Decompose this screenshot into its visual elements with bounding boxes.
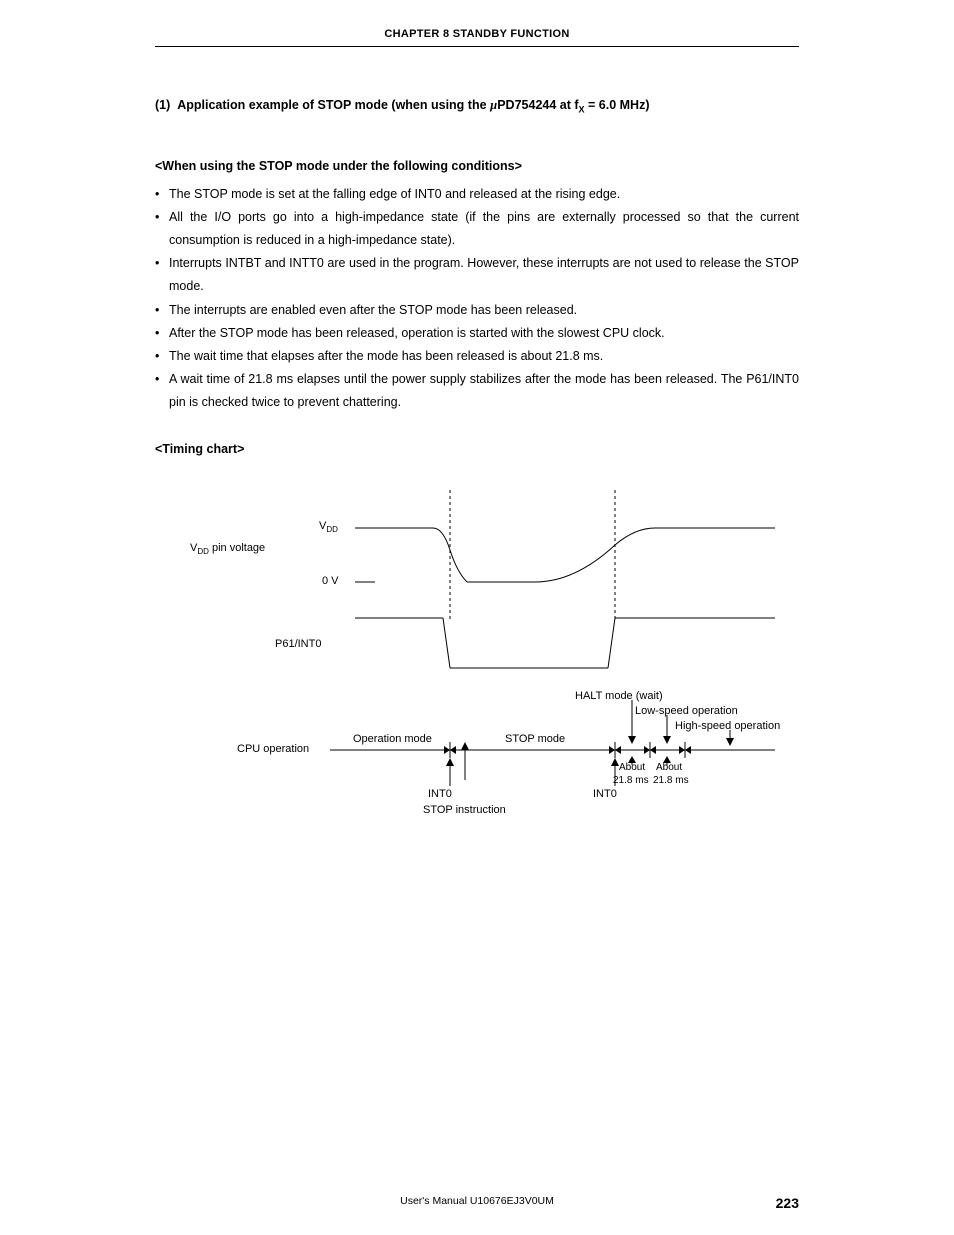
bullet-item: After the STOP mode has been released, o… (155, 322, 799, 345)
stop-mode-label: STOP mode (505, 733, 565, 745)
cpu-op-label: CPU operation (237, 743, 309, 755)
bullet-list: The STOP mode is set at the falling edge… (155, 183, 799, 414)
bullet-item: Interrupts INTBT and INTT0 are used in t… (155, 252, 799, 298)
section-title: (1) Application example of STOP mode (wh… (155, 95, 799, 117)
bullet-item: The interrupts are enabled even after th… (155, 299, 799, 322)
ms-b-label: 21.8 ms (653, 775, 689, 786)
zero-v-label: 0 V (322, 575, 339, 587)
page-number: 223 (776, 1195, 799, 1211)
bullet-item: The wait time that elapses after the mod… (155, 345, 799, 368)
p61-label: P61/INT0 (275, 638, 321, 650)
section-title-mid: PD754244 at f (497, 98, 578, 112)
int0-b-label: INT0 (593, 788, 617, 800)
section-title-pre: Application example of STOP mode (when u… (177, 98, 490, 112)
stop-instr-label: STOP instruction (423, 804, 506, 816)
about-a-label: About (619, 762, 645, 773)
page: CHAPTER 8 STANDBY FUNCTION (1) Applicati… (0, 0, 954, 1235)
conditions-heading: <When using the STOP mode under the foll… (155, 159, 799, 173)
ms-a-label: 21.8 ms (613, 775, 649, 786)
about-b-label: About (656, 762, 682, 773)
high-speed-label: High-speed operation (675, 720, 780, 732)
timing-heading: <Timing chart> (155, 442, 799, 456)
vdd-label: VDD (319, 520, 338, 534)
int0-a-label: INT0 (428, 788, 452, 800)
timing-chart-svg (175, 490, 815, 830)
low-speed-label: Low-speed operation (635, 705, 738, 717)
halt-mode-label: HALT mode (wait) (575, 690, 663, 702)
vdd-pin-voltage-label: VDD pin voltage (190, 542, 265, 556)
timing-chart: VDD pin voltage VDD 0 V P61/INT0 CPU ope… (175, 490, 815, 830)
op-mode-label: Operation mode (353, 733, 432, 745)
bullet-item: The STOP mode is set at the falling edge… (155, 183, 799, 206)
bullet-item: A wait time of 21.8 ms elapses until the… (155, 368, 799, 414)
bullet-item: All the I/O ports go into a high-impedan… (155, 206, 799, 252)
section-num: (1) (155, 98, 170, 112)
chapter-header: CHAPTER 8 STANDBY FUNCTION (155, 28, 799, 47)
footer-manual: User's Manual U10676EJ3V0UM (0, 1195, 954, 1207)
section-title-post: = 6.0 MHz) (585, 98, 650, 112)
